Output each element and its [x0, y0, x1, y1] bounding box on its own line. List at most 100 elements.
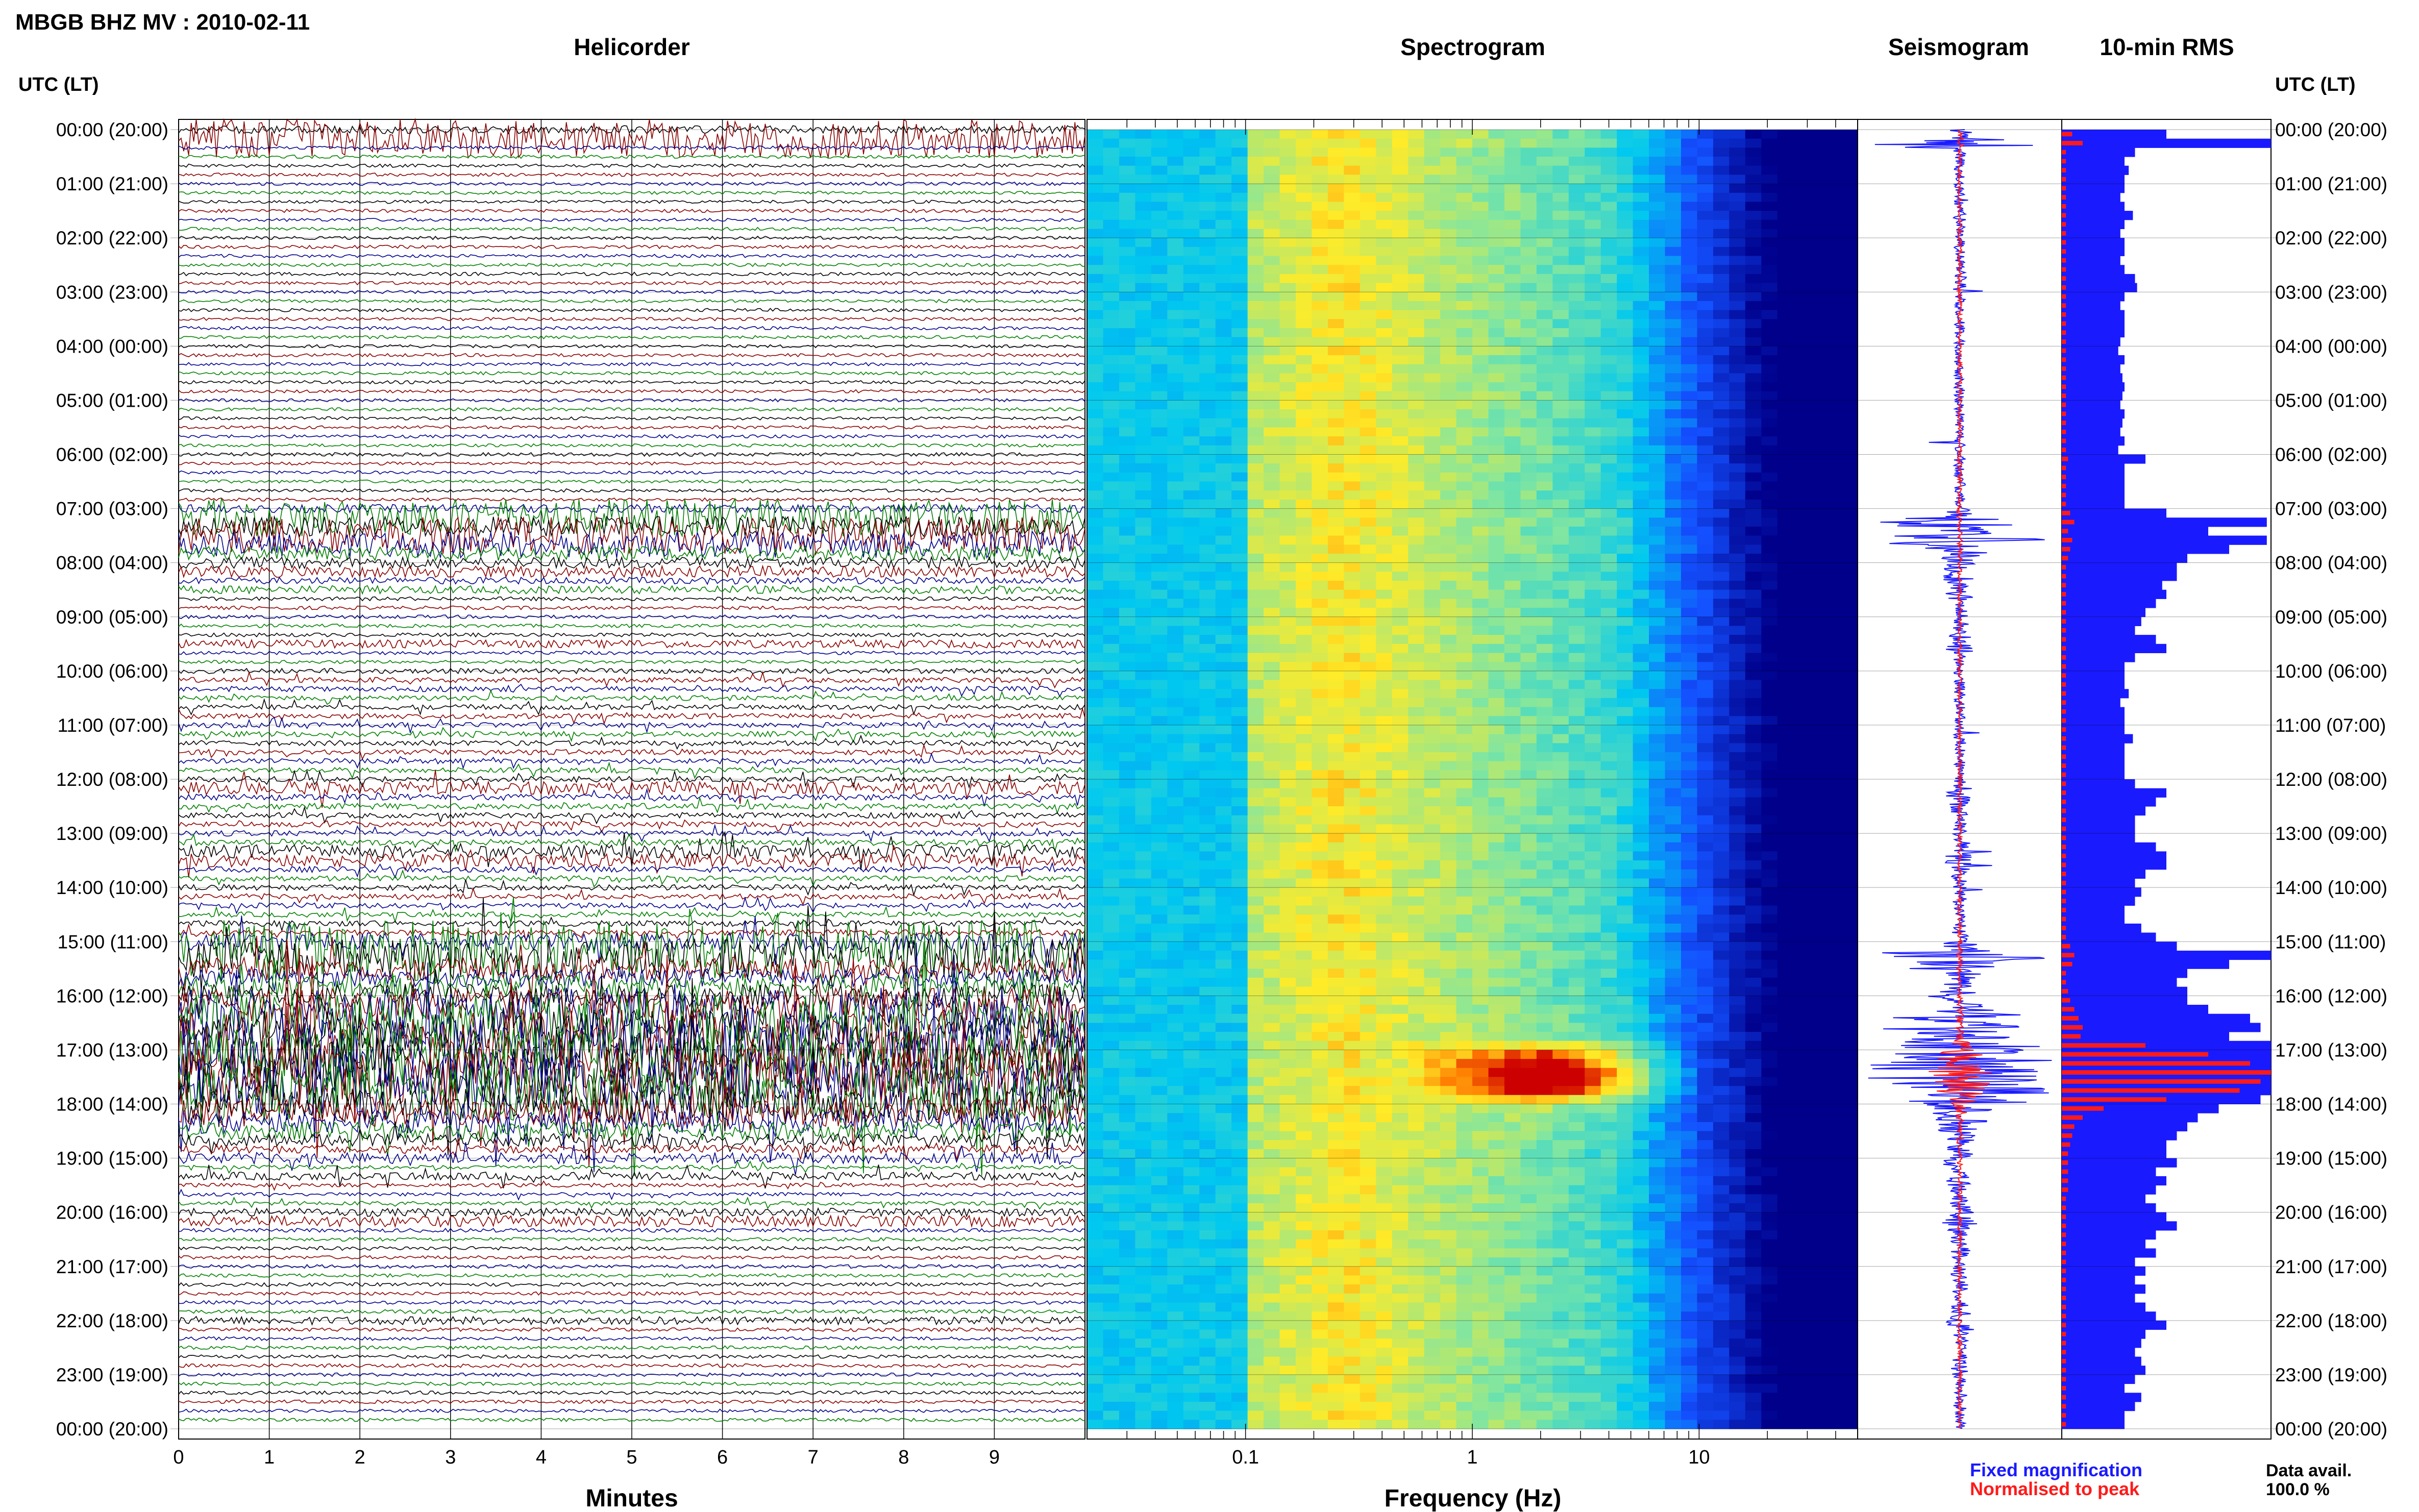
spectrogram-cell [1745, 400, 1762, 410]
spectrogram-cell [1344, 932, 1361, 942]
spectrogram-cell [1103, 806, 1120, 816]
spectrogram-cell [1199, 797, 1216, 807]
spectrogram-cell [1087, 608, 1104, 617]
spectrogram-cell [1456, 996, 1473, 1005]
spectrogram-cell [1617, 554, 1634, 563]
spectrogram-cell [1472, 427, 1489, 437]
spectrogram-cell [1392, 689, 1409, 699]
spectrogram-cell [1087, 211, 1104, 220]
spectrogram-cell [1536, 526, 1553, 536]
spectrogram-cell [1151, 499, 1168, 509]
spectrogram-cell [1520, 815, 1537, 825]
spectrogram-cell [1633, 635, 1649, 645]
spectrogram-cell [1617, 941, 1634, 951]
spectrogram-cell [1825, 716, 1842, 726]
spectrogram-cell [1713, 418, 1730, 428]
helicorder-x-tick-label: 2 [355, 1447, 365, 1468]
spectrogram-cell [1119, 581, 1136, 590]
spectrogram-cell [1472, 671, 1489, 681]
spectrogram-cell [1697, 409, 1714, 419]
spectrogram-cell [1376, 635, 1393, 645]
helicorder-trace-row [178, 1160, 1085, 1174]
spectrogram-cell [1408, 130, 1425, 139]
spectrogram-cell [1279, 418, 1296, 428]
spectrogram-cell [1279, 202, 1296, 211]
spectrogram-cell [1183, 752, 1200, 762]
spectrogram-cell [1729, 978, 1746, 987]
spectrogram-cell [1520, 138, 1537, 148]
spectrogram-cell [1649, 996, 1666, 1005]
spectrogram-cell [1103, 869, 1120, 879]
spectrogram-cell [1761, 562, 1778, 572]
spectrogram-cell [1119, 535, 1136, 545]
spectrogram-cell [1408, 662, 1425, 672]
spectrogram-cell [1617, 653, 1634, 662]
spectrogram-cell [1777, 608, 1794, 617]
spectrogram-cell [1793, 256, 1810, 265]
spectrogram-cell [1247, 716, 1264, 726]
spectrogram-cell [1327, 959, 1345, 969]
spectrogram-cell [1215, 211, 1232, 220]
spectrogram-cell [1713, 896, 1730, 906]
spectrogram-cell [1520, 211, 1537, 220]
spectrogram-cell [1296, 292, 1313, 302]
spectrogram-cell [1167, 346, 1184, 356]
spectrogram-cell [1617, 851, 1634, 861]
spectrogram-cell [1103, 409, 1120, 419]
spectrogram-cell [1312, 157, 1328, 166]
spectrogram-cell [1729, 184, 1746, 193]
helicorder-trace-row [178, 614, 1085, 619]
spectrogram-cell [1183, 779, 1200, 789]
spectrogram-cell [1408, 698, 1425, 708]
spectrogram-cell [1568, 996, 1586, 1005]
spectrogram-cell [1777, 301, 1794, 311]
spectrogram-cell [1488, 454, 1505, 464]
spectrogram-cell [1456, 301, 1473, 311]
spectrogram-cell [1809, 869, 1826, 879]
spectrogram-cell [1103, 535, 1120, 545]
spectrogram-cell [1296, 770, 1313, 780]
spectrogram-cell [1408, 734, 1425, 743]
spectrogram-cell [1424, 373, 1441, 383]
spectrogram-cell [1777, 842, 1794, 852]
spectrogram-cell [1568, 130, 1586, 139]
spectrogram-cell [1151, 752, 1168, 762]
spectrogram-cell [1617, 896, 1634, 906]
spectrogram-cell [1633, 463, 1649, 473]
helicorder-trace-row [178, 227, 1085, 231]
spectrogram-cell [1183, 373, 1200, 383]
helicorder-trace-row [178, 770, 1085, 789]
spectrogram-cell [1264, 986, 1280, 996]
spectrogram-cell [1649, 463, 1666, 473]
spectrogram-cell [1520, 436, 1537, 446]
spectrogram-cell [1777, 599, 1794, 608]
spectrogram-cell [1087, 364, 1104, 374]
spectrogram-cell [1456, 932, 1473, 942]
spectrogram-cell [1199, 454, 1216, 464]
spectrogram-cell [1231, 599, 1248, 608]
spectrogram-cell [1617, 219, 1634, 230]
spectrogram-cell [1279, 581, 1296, 590]
spectrogram-cell [1697, 896, 1714, 906]
spectrogram-cell [1312, 616, 1328, 627]
spectrogram-cell [1264, 572, 1280, 581]
spectrogram-cell [1199, 869, 1216, 879]
spectrogram-cell [1713, 445, 1730, 455]
spectrogram-cell [1665, 643, 1682, 654]
spectrogram-cell [1296, 761, 1313, 771]
spectrogram-cell [1745, 914, 1762, 924]
spectrogram-cell [1825, 346, 1842, 356]
spectrogram-cell [1552, 833, 1569, 843]
spectrogram-cell [1729, 950, 1746, 960]
spectrogram-cell [1456, 319, 1473, 329]
spectrogram-cell [1135, 554, 1152, 563]
spectrogram-cell [1264, 959, 1280, 969]
spectrogram-cell [1552, 508, 1569, 518]
spectrogram-cell [1568, 202, 1586, 211]
spectrogram-cell [1713, 716, 1730, 726]
spectrogram-cell [1841, 680, 1858, 689]
spectrogram-cell [1809, 301, 1826, 311]
spectrogram-cell [1119, 608, 1136, 617]
spectrogram-cell [1617, 517, 1634, 527]
spectrogram-cell [1633, 499, 1649, 509]
